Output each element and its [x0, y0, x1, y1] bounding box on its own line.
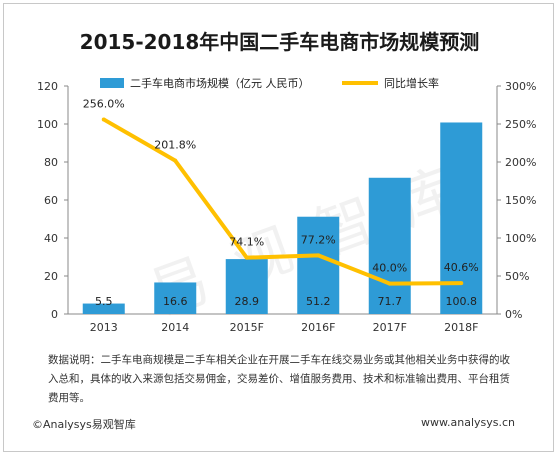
right-tick-label: 100%	[505, 232, 536, 245]
bar	[440, 122, 483, 314]
chart-title: 2015-2018年中国二手车电商市场规模预测	[79, 30, 480, 54]
legend-bar-swatch	[100, 78, 124, 88]
left-tick-label: 0	[51, 308, 58, 321]
growth-point	[316, 253, 321, 258]
x-tick-label: 2017F	[373, 321, 407, 334]
bar	[225, 259, 268, 314]
bar-value-label: 5.5	[95, 295, 113, 308]
growth-point	[101, 117, 106, 122]
right-tick-label: 300%	[505, 80, 536, 93]
bar-value-label: 28.9	[235, 295, 260, 308]
legend-bar-label: 二手车电商市场规模（亿元 人民币）	[130, 76, 310, 90]
growth-point	[244, 255, 249, 260]
left-tick-label: 20	[44, 270, 58, 283]
growth-point	[459, 281, 464, 286]
bar	[82, 303, 125, 314]
right-tick-label: 50%	[505, 270, 529, 283]
x-tick-label: 2014	[161, 321, 189, 334]
growth-value-label: 256.0%	[83, 97, 125, 110]
left-tick-label: 100	[37, 118, 58, 131]
bar-value-label: 51.2	[306, 295, 331, 308]
growth-value-label: 201.8%	[154, 139, 196, 152]
left-tick-label: 80	[44, 156, 58, 169]
growth-line	[102, 117, 462, 286]
x-tick-label: 2016F	[301, 321, 335, 334]
growth-point	[173, 158, 178, 163]
right-tick-label: 200%	[505, 156, 536, 169]
growth-value-label: 40.0%	[372, 262, 407, 275]
x-tick-label: 2015F	[230, 321, 264, 334]
bar	[297, 216, 340, 314]
bar	[368, 177, 411, 314]
growth-point	[387, 281, 392, 286]
right-tick-label: 250%	[505, 118, 536, 131]
left-tick-label: 60	[44, 194, 58, 207]
footer-url: www.analysys.cn	[421, 416, 515, 429]
x-tick-label: 2018F	[444, 321, 478, 334]
footer-brand: ©Analysys易观智库	[32, 418, 136, 431]
bar	[154, 282, 197, 314]
left-tick-label: 120	[37, 80, 58, 93]
right-tick-label: 0%	[505, 308, 522, 321]
bar-value-label: 16.6	[163, 295, 188, 308]
growth-value-label: 40.6%	[444, 261, 479, 274]
x-tick-label: 2013	[90, 321, 118, 334]
growth-value-label: 77.2%	[301, 233, 336, 246]
right-tick-label: 150%	[505, 194, 536, 207]
bar-value-label: 100.8	[446, 295, 478, 308]
growth-value-label: 74.1%	[229, 236, 264, 249]
bar-value-label: 71.7	[378, 295, 403, 308]
data-note: 数据说明：二手车电商规模是二手车相关企业在开展二手车在线交易业务或其他相关业务中…	[48, 354, 510, 404]
legend-line-label: 同比增长率	[384, 76, 439, 90]
left-tick-label: 40	[44, 232, 58, 245]
